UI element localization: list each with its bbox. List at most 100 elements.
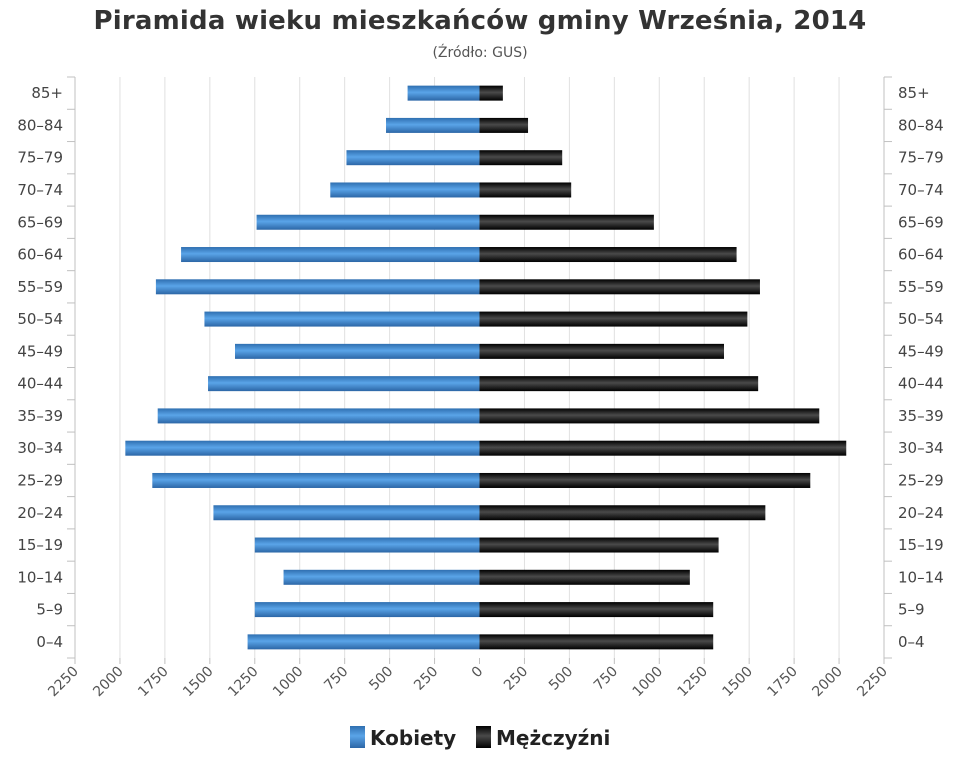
bar-kobiety[interactable] bbox=[407, 85, 480, 101]
x-tick-label: 500 bbox=[366, 664, 396, 694]
category-label-right: 40–44 bbox=[898, 375, 944, 393]
x-tick-label: 1500 bbox=[180, 664, 217, 701]
x-tick-label: 250 bbox=[501, 664, 531, 694]
category-label-left: 40–44 bbox=[17, 375, 63, 393]
x-tick-label: 1500 bbox=[719, 664, 756, 701]
bar-kobiety[interactable] bbox=[157, 408, 480, 424]
legend-label: Kobiety bbox=[370, 726, 456, 750]
category-label-right: 75–79 bbox=[898, 149, 944, 167]
category-label-right: 70–74 bbox=[898, 181, 944, 199]
bar-mezczyzni[interactable] bbox=[479, 602, 714, 618]
bar-mezczyzni[interactable] bbox=[479, 408, 820, 424]
bar-kobiety[interactable] bbox=[254, 537, 480, 553]
category-label-left: 30–34 bbox=[17, 439, 63, 457]
bar-mezczyzni[interactable] bbox=[479, 505, 766, 521]
x-tick-label: 1250 bbox=[225, 664, 262, 701]
category-labels: 85+ 85+ 80–84 80–84 75–79 75–79 70–74 70–74 65–6… bbox=[17, 84, 943, 651]
category-label-right: 65–69 bbox=[898, 213, 944, 231]
bar-mezczyzni[interactable] bbox=[479, 311, 748, 327]
legend-item-mezczyzni[interactable]: Mężczyźni bbox=[476, 726, 610, 750]
bar-mezczyzni[interactable] bbox=[479, 214, 654, 230]
axes bbox=[67, 76, 892, 664]
category-label-left: 0–4 bbox=[36, 633, 63, 651]
legend-swatch bbox=[350, 726, 365, 748]
bar-kobiety[interactable] bbox=[235, 343, 480, 359]
x-tick-label: 2250 bbox=[854, 664, 891, 701]
category-label-right: 35–39 bbox=[898, 407, 944, 425]
x-tick-label: 1750 bbox=[764, 664, 801, 701]
bar-mezczyzni[interactable] bbox=[479, 247, 737, 263]
bar-kobiety[interactable] bbox=[155, 279, 480, 295]
x-tick-label: 500 bbox=[546, 664, 576, 694]
bar-mezczyzni[interactable] bbox=[479, 85, 503, 101]
x-tick-label: 1000 bbox=[630, 664, 667, 701]
bar-mezczyzni[interactable] bbox=[479, 279, 760, 295]
category-label-left: 10–14 bbox=[17, 568, 63, 586]
x-tick-label: 2250 bbox=[45, 664, 82, 701]
bar-kobiety[interactable] bbox=[254, 602, 480, 618]
bar-kobiety[interactable] bbox=[152, 472, 480, 488]
bar-mezczyzni[interactable] bbox=[479, 569, 690, 585]
category-label-left: 55–59 bbox=[17, 278, 63, 296]
category-label-right: 20–24 bbox=[898, 504, 944, 522]
bar-kobiety[interactable] bbox=[125, 440, 480, 456]
bar-mezczyzni[interactable] bbox=[479, 182, 572, 198]
legend[interactable]: Kobiety Mężczyźni bbox=[350, 726, 610, 750]
bar-mezczyzni[interactable] bbox=[479, 150, 563, 166]
bar-mezczyzni[interactable] bbox=[479, 634, 714, 650]
category-label-left: 5–9 bbox=[36, 601, 63, 619]
category-label-left: 75–79 bbox=[17, 149, 63, 167]
category-label-right: 5–9 bbox=[898, 601, 925, 619]
bar-kobiety[interactable] bbox=[346, 150, 480, 166]
legend-item-kobiety[interactable]: Kobiety bbox=[350, 726, 456, 750]
chart-title: Piramida wieku mieszkańców gminy Wrześni… bbox=[93, 6, 867, 36]
bar-kobiety[interactable] bbox=[204, 311, 480, 327]
legend-label: Mężczyźni bbox=[496, 726, 610, 750]
category-label-left: 50–54 bbox=[17, 310, 63, 328]
category-label-right: 55–59 bbox=[898, 278, 944, 296]
chart-subtitle: (Źródło: GUS) bbox=[432, 45, 528, 61]
category-label-right: 80–84 bbox=[898, 116, 944, 134]
x-tick-label: 0 bbox=[469, 664, 487, 682]
category-label-right: 45–49 bbox=[898, 342, 944, 360]
category-label-left: 80–84 bbox=[17, 116, 63, 134]
category-label-right: 0–4 bbox=[898, 633, 925, 651]
bar-mezczyzni[interactable] bbox=[479, 343, 724, 359]
bar-mezczyzni[interactable] bbox=[479, 440, 847, 456]
x-tick-labels: 2250 2000 1750 1500 1250 1000 750 500 250 0 250 500… bbox=[45, 664, 891, 701]
category-label-right: 85+ bbox=[898, 84, 930, 102]
category-label-right: 30–34 bbox=[898, 439, 944, 457]
category-label-left: 20–24 bbox=[17, 504, 63, 522]
category-label-left: 65–69 bbox=[17, 213, 63, 231]
x-tick-label: 750 bbox=[321, 664, 351, 694]
bar-mezczyzni[interactable] bbox=[479, 376, 759, 392]
legend-swatch bbox=[476, 726, 491, 748]
category-label-left: 15–19 bbox=[17, 536, 63, 554]
category-label-left: 25–29 bbox=[17, 471, 63, 489]
x-tick-label: 2000 bbox=[90, 664, 127, 701]
x-tick-label: 2000 bbox=[809, 664, 846, 701]
x-tick-label: 1000 bbox=[270, 664, 307, 701]
category-label-right: 10–14 bbox=[898, 568, 944, 586]
bars bbox=[125, 85, 847, 650]
bar-mezczyzni[interactable] bbox=[479, 472, 811, 488]
bar-kobiety[interactable] bbox=[330, 182, 480, 198]
category-label-left: 35–39 bbox=[17, 407, 63, 425]
bar-kobiety[interactable] bbox=[208, 376, 480, 392]
x-tick-label: 750 bbox=[591, 664, 621, 694]
bar-kobiety[interactable] bbox=[213, 505, 480, 521]
category-label-right: 15–19 bbox=[898, 536, 944, 554]
category-label-right: 25–29 bbox=[898, 471, 944, 489]
category-label-left: 85+ bbox=[31, 84, 63, 102]
bar-kobiety[interactable] bbox=[247, 634, 480, 650]
x-tick-label: 250 bbox=[411, 664, 441, 694]
category-label-left: 70–74 bbox=[17, 181, 63, 199]
bar-mezczyzni[interactable] bbox=[479, 117, 529, 133]
category-label-left: 45–49 bbox=[17, 342, 63, 360]
bar-mezczyzni[interactable] bbox=[479, 537, 719, 553]
bar-kobiety[interactable] bbox=[386, 117, 480, 133]
category-label-left: 60–64 bbox=[17, 246, 63, 264]
bar-kobiety[interactable] bbox=[283, 569, 480, 585]
bar-kobiety[interactable] bbox=[256, 214, 480, 230]
bar-kobiety[interactable] bbox=[181, 247, 480, 263]
